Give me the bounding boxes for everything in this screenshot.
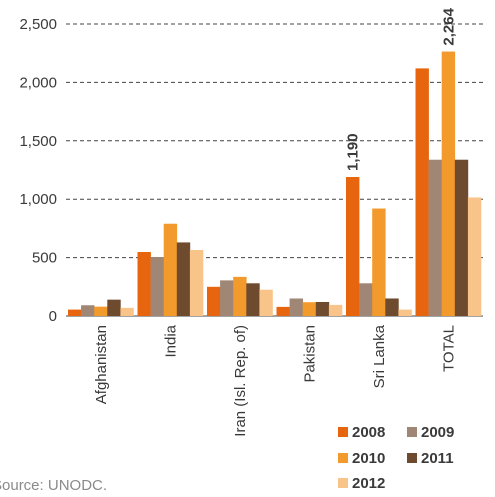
bar-2012-5: [467, 197, 482, 316]
y-axis-tick-labels: 0 500 1,000 1,500 2,000 2,500: [19, 16, 57, 325]
bar-2012-1: [189, 250, 204, 316]
bar-2008-0: [68, 309, 82, 316]
legend-swatch-2012: [338, 478, 348, 488]
bar-2010-4: [372, 208, 386, 316]
bars: [68, 51, 482, 317]
category-label: India: [162, 324, 179, 357]
bar-2012-0: [120, 307, 134, 316]
y-tick-label: 2,500: [19, 16, 57, 33]
bar-2010-5: [441, 51, 456, 317]
data-label: 1,190: [345, 133, 362, 171]
bar-2012-3: [328, 304, 343, 316]
bar-2010-3: [302, 302, 317, 316]
legend-label-2011: 2011: [421, 450, 454, 467]
bar-2011-3: [315, 301, 330, 316]
bar-2009-1: [150, 257, 164, 316]
bar-2011-4: [385, 298, 399, 316]
y-tick-label: 1,500: [19, 133, 57, 150]
bar-2012-4: [398, 309, 412, 316]
category-label: Iran (Isl. Rep. of): [232, 325, 249, 437]
bar-2011-2: [246, 283, 260, 316]
legend-swatch-2010: [338, 453, 348, 463]
bar-2010-0: [94, 306, 108, 316]
data-label: 2,264: [440, 7, 457, 45]
legend-swatch-2009: [407, 427, 417, 437]
bar-2009-0: [81, 305, 95, 316]
bar-2009-3: [289, 298, 303, 316]
bar-2010-2: [233, 276, 247, 316]
legend-label-2012: 2012: [352, 475, 385, 492]
category-label: TOTAL: [440, 325, 457, 372]
bar-2011-5: [454, 159, 469, 316]
y-tick-label: 2,000: [19, 74, 57, 91]
legend-swatch-2008: [338, 427, 348, 437]
bar-2011-1: [176, 242, 191, 316]
legend: 2008 2009 2010 2011 2012: [338, 424, 454, 492]
category-label: Afghanistan: [93, 325, 110, 404]
y-tick-label: 0: [49, 308, 57, 325]
bar-2011-0: [107, 299, 121, 316]
bar-2008-3: [276, 306, 290, 316]
bar-2008-4: [346, 177, 360, 316]
legend-label-2009: 2009: [421, 424, 454, 441]
category-label: Pakistan: [301, 325, 318, 383]
bar-2012-2: [259, 289, 273, 316]
legend-label-2010: 2010: [352, 450, 385, 467]
category-label: Sri Lanka: [371, 324, 388, 388]
legend-label-2008: 2008: [352, 424, 385, 441]
bar-2010-1: [163, 223, 178, 316]
bar-2009-5: [428, 159, 442, 316]
y-tick-label: 1,000: [19, 191, 57, 208]
bar-2008-5: [415, 68, 429, 316]
gridlines: [66, 23, 483, 317]
bar-2009-2: [220, 280, 234, 316]
data-labels: 1,190 2,264: [345, 7, 458, 171]
source-note: Source: UNODC.: [0, 477, 107, 494]
bar-2009-4: [359, 283, 373, 316]
legend-swatch-2011: [407, 453, 417, 463]
x-axis-category-labels: Afghanistan India Iran (Isl. Rep. of) Pakis…: [93, 324, 457, 437]
bar-2008-1: [137, 251, 151, 316]
bar-2008-2: [207, 286, 221, 316]
y-tick-label: 500: [32, 250, 57, 267]
